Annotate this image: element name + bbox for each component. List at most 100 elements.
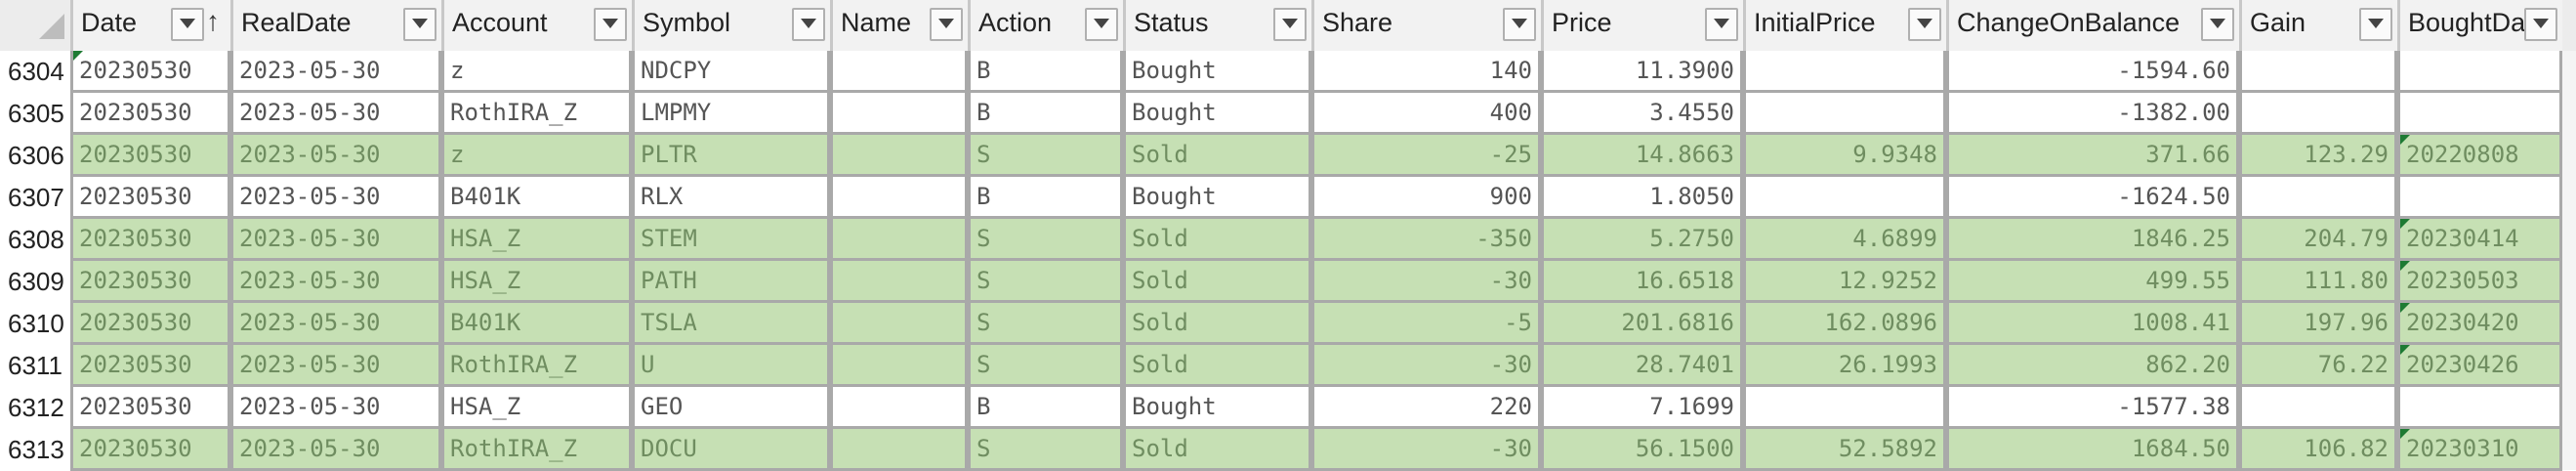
cell-name[interactable]: [830, 177, 968, 219]
cell-account[interactable]: B401K: [441, 177, 632, 219]
filter-dropdown-button[interactable]: [1085, 8, 1118, 41]
cell-changeonbalance[interactable]: -1382.00: [1946, 93, 2239, 135]
cell-initialprice[interactable]: 9.9348: [1743, 135, 1946, 177]
cell-realdate[interactable]: 2023-05-30: [230, 303, 441, 345]
cell-share[interactable]: -25: [1311, 135, 1541, 177]
cell-share[interactable]: 400: [1311, 93, 1541, 135]
cell-status[interactable]: Bought: [1123, 177, 1311, 219]
cell-account[interactable]: RothIRA_Z: [441, 93, 632, 135]
row-number[interactable]: 6312: [0, 387, 70, 429]
row-number[interactable]: 6307: [0, 177, 70, 219]
cell-date[interactable]: 20230530: [70, 345, 230, 387]
cell-account[interactable]: HSA_Z: [441, 261, 632, 303]
cell-realdate[interactable]: 2023-05-30: [230, 261, 441, 303]
cell-realdate[interactable]: 2023-05-30: [230, 219, 441, 261]
cell-gain[interactable]: [2239, 51, 2397, 93]
cell-price[interactable]: 5.2750: [1541, 219, 1743, 261]
cell-symbol[interactable]: LMPMY: [632, 93, 830, 135]
cell-realdate[interactable]: 2023-05-30: [230, 93, 441, 135]
cell-account[interactable]: HSA_Z: [441, 219, 632, 261]
cell-status[interactable]: Sold: [1123, 135, 1311, 177]
cell-symbol[interactable]: U: [632, 345, 830, 387]
cell-date[interactable]: 20230530: [70, 177, 230, 219]
cell-realdate[interactable]: 2023-05-30: [230, 51, 441, 93]
cell-initialprice[interactable]: 26.1993: [1743, 345, 1946, 387]
cell-date[interactable]: 20230530: [70, 93, 230, 135]
cell-changeonbalance[interactable]: 862.20: [1946, 345, 2239, 387]
cell-symbol[interactable]: PLTR: [632, 135, 830, 177]
cell-changeonbalance[interactable]: -1624.50: [1946, 177, 2239, 219]
cell-boughtdat[interactable]: [2397, 51, 2562, 93]
cell-boughtdat[interactable]: [2397, 387, 2562, 429]
cell-account[interactable]: z: [441, 51, 632, 93]
cell-action[interactable]: B: [968, 177, 1123, 219]
cell-price[interactable]: 201.6816: [1541, 303, 1743, 345]
row-number[interactable]: 6310: [0, 303, 70, 345]
cell-name[interactable]: [830, 429, 968, 471]
cell-initialprice[interactable]: 162.0896: [1743, 303, 1946, 345]
cell-price[interactable]: 14.8663: [1541, 135, 1743, 177]
cell-action[interactable]: S: [968, 261, 1123, 303]
cell-changeonbalance[interactable]: 1846.25: [1946, 219, 2239, 261]
filter-dropdown-button[interactable]: [2524, 8, 2557, 41]
row-number[interactable]: 6306: [0, 135, 70, 177]
cell-action[interactable]: S: [968, 219, 1123, 261]
cell-name[interactable]: [830, 93, 968, 135]
cell-action[interactable]: S: [968, 345, 1123, 387]
cell-action[interactable]: B: [968, 387, 1123, 429]
cell-boughtdat[interactable]: 20230503: [2397, 261, 2562, 303]
cell-status[interactable]: Sold: [1123, 261, 1311, 303]
cell-boughtdat[interactable]: 20220808: [2397, 135, 2562, 177]
cell-name[interactable]: [830, 387, 968, 429]
cell-boughtdat[interactable]: 20230420: [2397, 303, 2562, 345]
column-header-price[interactable]: Price: [1541, 0, 1743, 51]
cell-initialprice[interactable]: 4.6899: [1743, 219, 1946, 261]
cell-gain[interactable]: [2239, 93, 2397, 135]
cell-changeonbalance[interactable]: -1577.38: [1946, 387, 2239, 429]
cell-action[interactable]: S: [968, 135, 1123, 177]
cell-initialprice[interactable]: 52.5892: [1743, 429, 1946, 471]
column-header-status[interactable]: Status: [1123, 0, 1311, 51]
cell-status[interactable]: Bought: [1123, 387, 1311, 429]
cell-share[interactable]: -30: [1311, 429, 1541, 471]
cell-share[interactable]: -30: [1311, 345, 1541, 387]
cell-share[interactable]: -350: [1311, 219, 1541, 261]
cell-date[interactable]: 20230530: [70, 387, 230, 429]
cell-boughtdat[interactable]: 20230310: [2397, 429, 2562, 471]
cell-changeonbalance[interactable]: 1684.50: [1946, 429, 2239, 471]
column-header-name[interactable]: Name: [830, 0, 968, 51]
cell-price[interactable]: 16.6518: [1541, 261, 1743, 303]
cell-account[interactable]: z: [441, 135, 632, 177]
filter-dropdown-button[interactable]: [2359, 8, 2392, 41]
filter-dropdown-button[interactable]: [792, 8, 825, 41]
cell-boughtdat[interactable]: [2397, 93, 2562, 135]
cell-status[interactable]: Sold: [1123, 429, 1311, 471]
cell-symbol[interactable]: NDCPY: [632, 51, 830, 93]
cell-initialprice[interactable]: [1743, 51, 1946, 93]
cell-changeonbalance[interactable]: 1008.41: [1946, 303, 2239, 345]
cell-realdate[interactable]: 2023-05-30: [230, 345, 441, 387]
filter-dropdown-button[interactable]: [1503, 8, 1536, 41]
cell-price[interactable]: 1.8050: [1541, 177, 1743, 219]
column-header-share[interactable]: Share: [1311, 0, 1541, 51]
cell-symbol[interactable]: STEM: [632, 219, 830, 261]
column-header-date[interactable]: Date ↑: [70, 0, 230, 51]
cell-account[interactable]: RothIRA_Z: [441, 429, 632, 471]
row-number[interactable]: 6305: [0, 93, 70, 135]
cell-status[interactable]: Bought: [1123, 51, 1311, 93]
cell-date[interactable]: 20230530: [70, 135, 230, 177]
cell-price[interactable]: 3.4550: [1541, 93, 1743, 135]
row-number[interactable]: 6304: [0, 51, 70, 93]
cell-boughtdat[interactable]: 20230414: [2397, 219, 2562, 261]
cell-realdate[interactable]: 2023-05-30: [230, 387, 441, 429]
cell-date[interactable]: 20230530: [70, 303, 230, 345]
cell-status[interactable]: Sold: [1123, 303, 1311, 345]
cell-changeonbalance[interactable]: -1594.60: [1946, 51, 2239, 93]
cell-gain[interactable]: [2239, 177, 2397, 219]
cell-share[interactable]: -5: [1311, 303, 1541, 345]
cell-realdate[interactable]: 2023-05-30: [230, 429, 441, 471]
cell-boughtdat[interactable]: [2397, 177, 2562, 219]
cell-action[interactable]: B: [968, 51, 1123, 93]
cell-status[interactable]: Sold: [1123, 219, 1311, 261]
filter-dropdown-button[interactable]: [171, 8, 204, 41]
